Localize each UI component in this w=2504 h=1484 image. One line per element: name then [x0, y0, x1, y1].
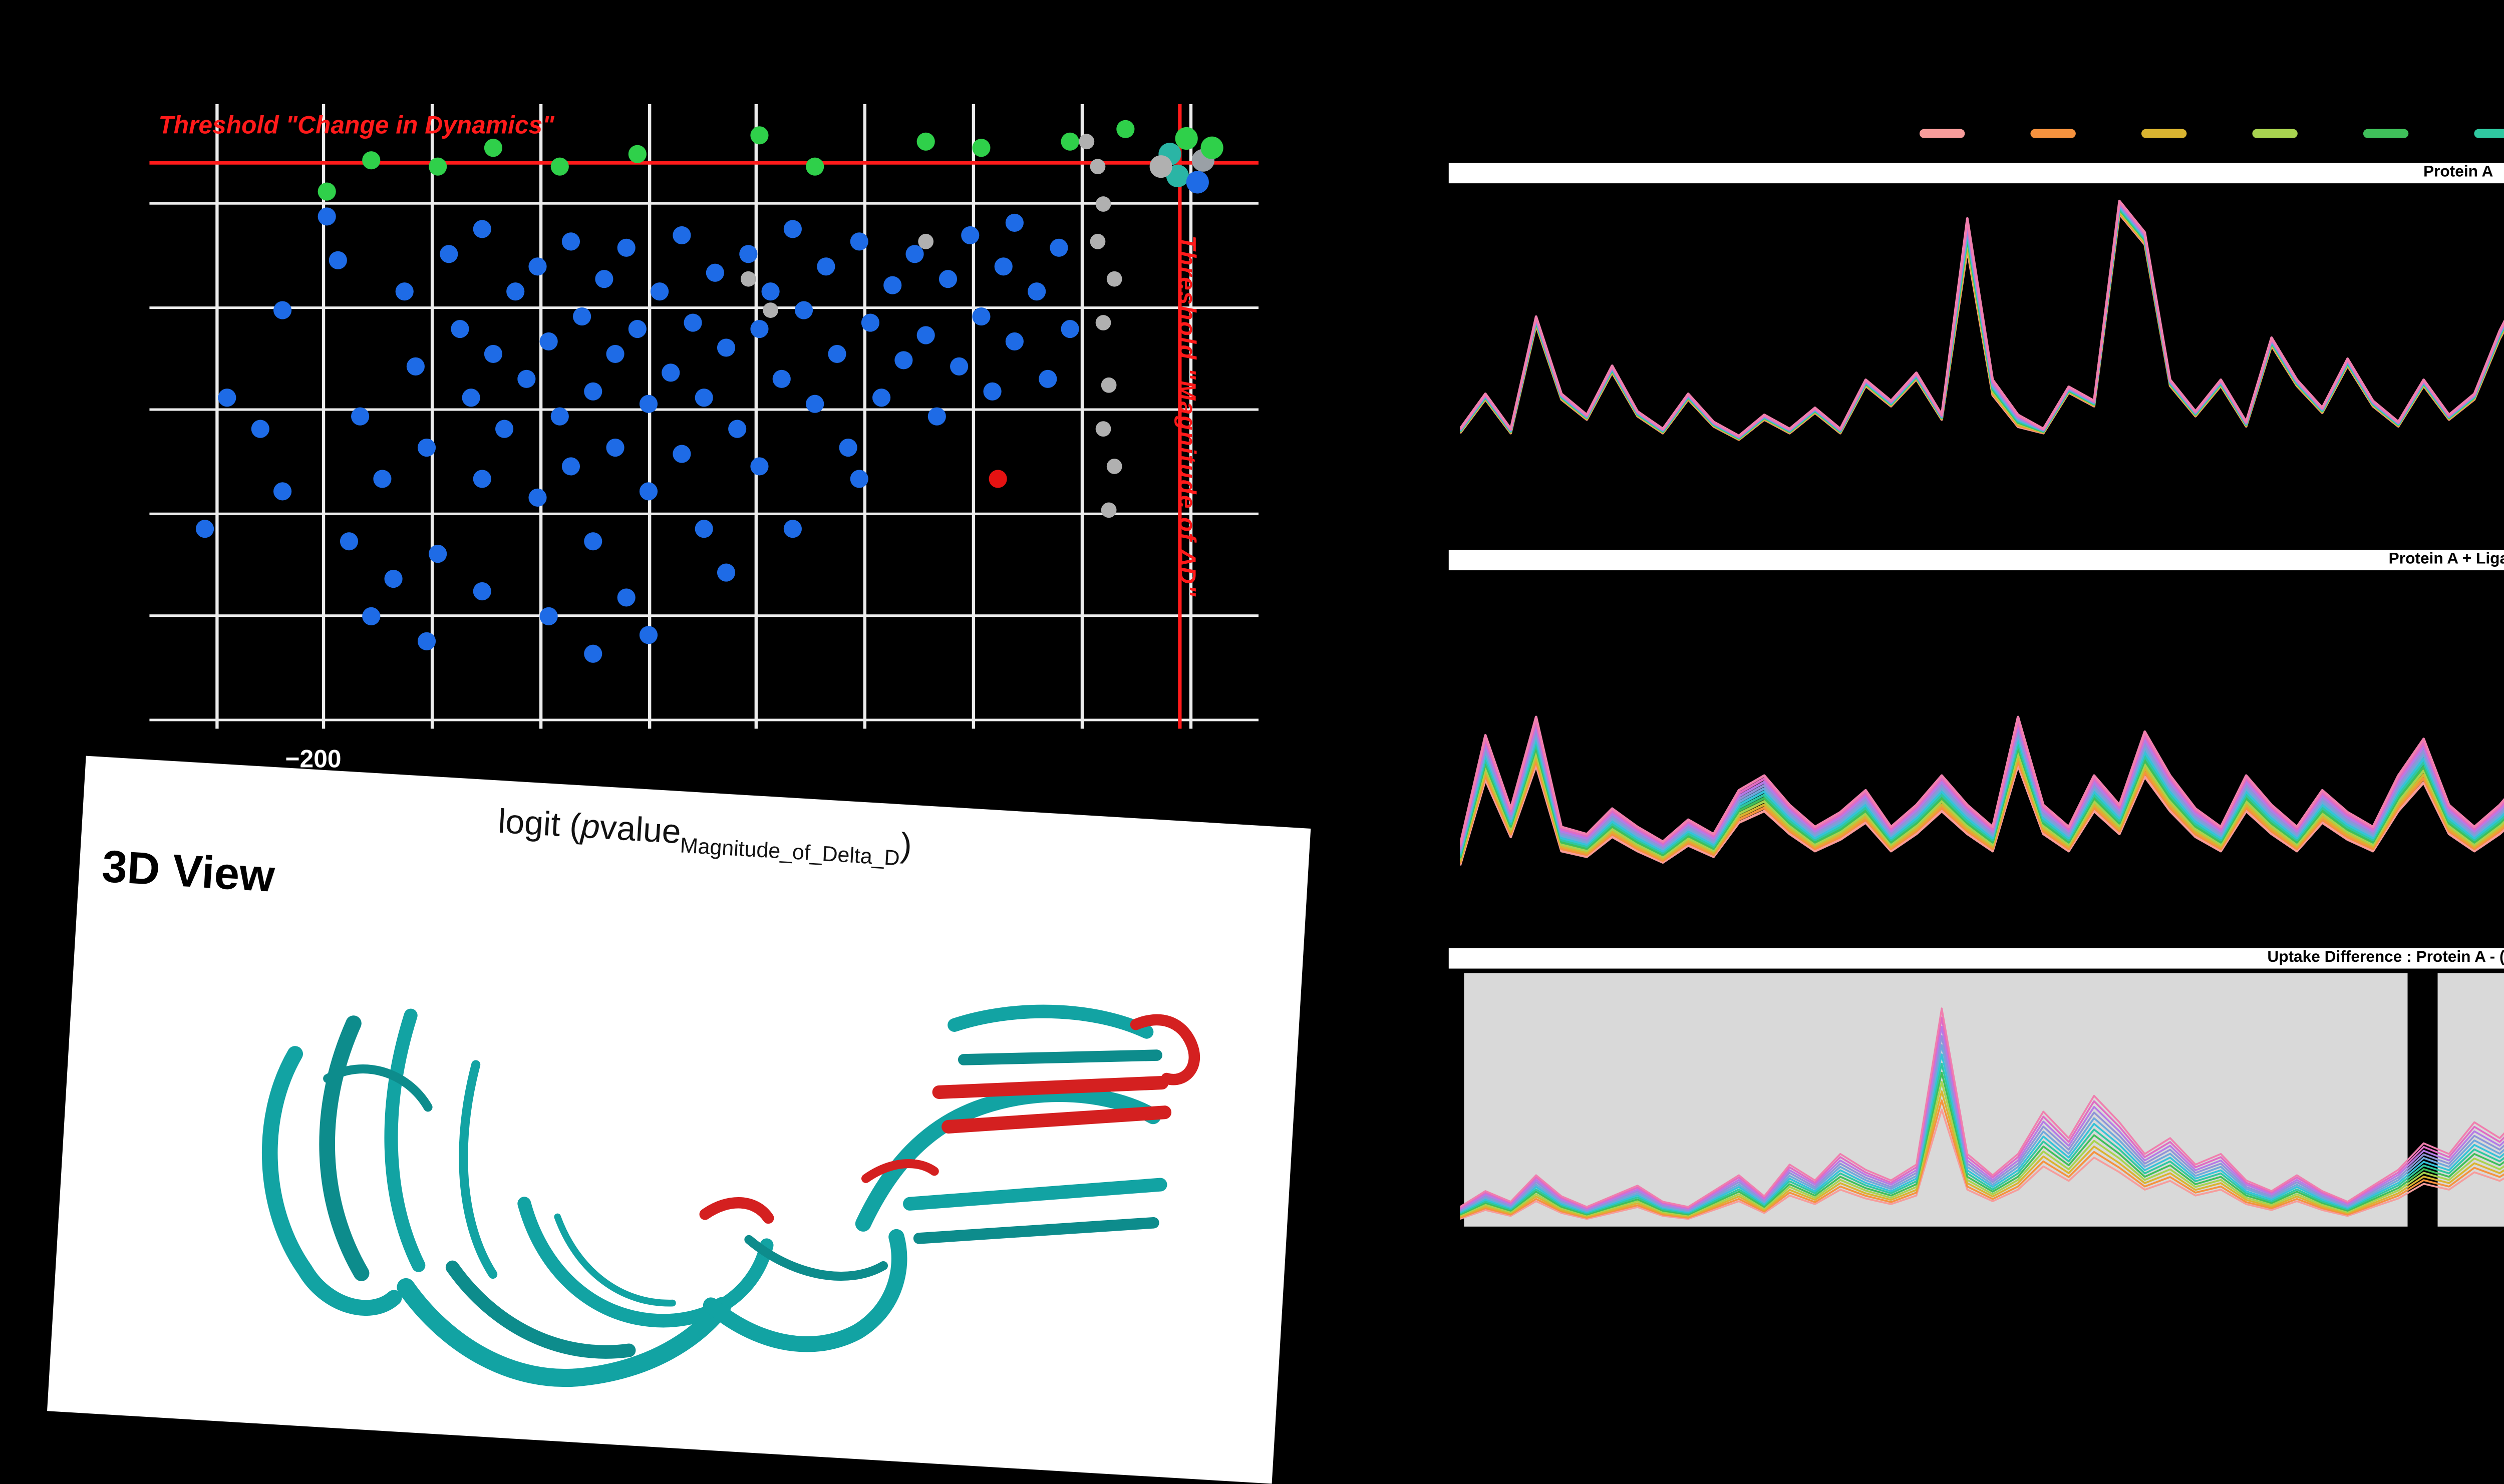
uptake-svg-2[interactable] [1460, 969, 2504, 1234]
chart-title: Protein A + Ligand [2388, 552, 2504, 568]
xlabel-suffix: ) [899, 827, 913, 866]
chart-title-bar: Protein A [1448, 163, 2504, 184]
legend-swatch[interactable] [2253, 129, 2298, 138]
uptake-chart-protein-a[interactable]: Protein A [1448, 163, 2504, 534]
xlabel-prefix: logit ( [497, 803, 582, 847]
app-canvas: Threshold "Change in Dynamics" Threshold… [47, 104, 2504, 1484]
3d-view-title: 3D View [100, 843, 276, 903]
uptake-difference-chart[interactable]: Uptake Difference : Protein A - (Protein… [1448, 948, 2504, 1234]
legend-swatch[interactable] [2141, 129, 2187, 138]
chart-title-bar: Protein A + Ligand [1448, 550, 2504, 571]
xlabel-subscript: Magnitude_of_Delta_D [679, 834, 900, 872]
protein-structure[interactable] [172, 912, 1264, 1468]
threshold-magnitude-label: Threshold "Magnitude of ΔD" [1172, 235, 1200, 598]
xlabel-rest: value [598, 809, 682, 853]
timepoint-legend [1919, 129, 2504, 138]
uptake-svg-1[interactable] [1460, 570, 2504, 937]
volcano-plot[interactable]: Threshold "Change in Dynamics" Threshold… [149, 104, 1259, 774]
legend-swatch[interactable] [2475, 129, 2504, 138]
volcano-x-axis-label: logit (pvalueMagnitude_of_Delta_D) [342, 794, 1068, 882]
chart-title: Protein A [2423, 165, 2493, 181]
uptake-chart-protein-a-ligand[interactable]: Protein A + Ligand [1448, 550, 2504, 937]
3d-view-panel[interactable]: logit (pvalueMagnitude_of_Delta_D) 3D Vi… [47, 756, 1311, 1484]
legend-swatch[interactable] [2030, 129, 2076, 138]
chart-title-bar: Uptake Difference : Protein A - (Protein… [1448, 948, 2504, 969]
legend-swatch[interactable] [1919, 129, 1965, 138]
legend-swatch[interactable] [2364, 129, 2409, 138]
threshold-dynamics-label: Threshold "Change in Dynamics" [158, 113, 554, 141]
chart-title: Uptake Difference : Protein A - (Protein… [2267, 950, 2504, 967]
uptake-svg-0[interactable] [1460, 183, 2504, 534]
volcano-svg[interactable] [149, 104, 1259, 729]
